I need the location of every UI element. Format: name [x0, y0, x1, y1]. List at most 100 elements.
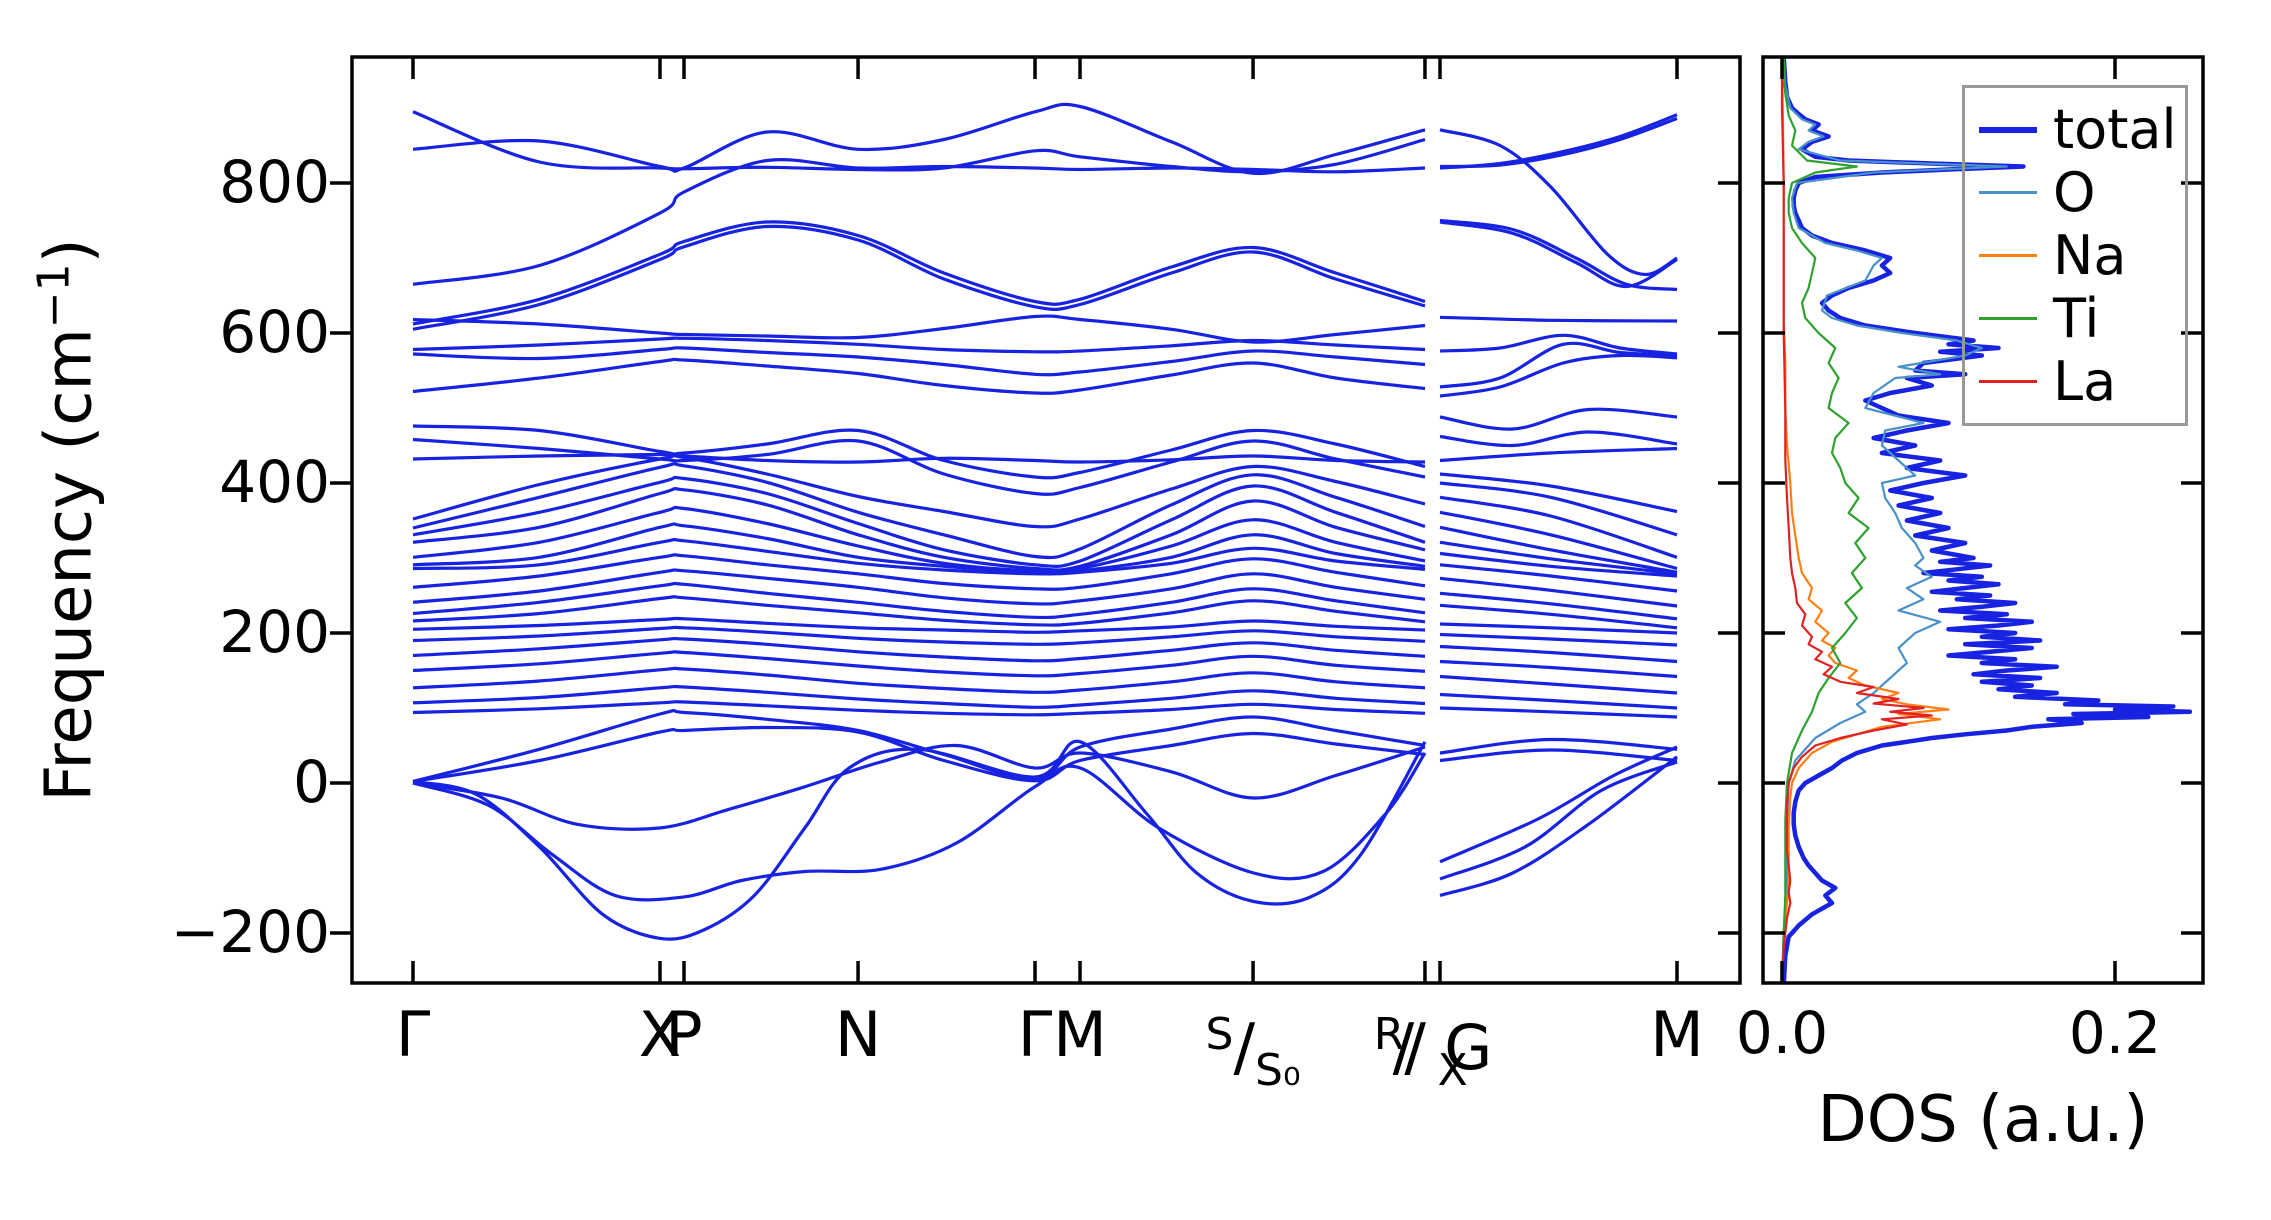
band-curve [412, 684, 1426, 709]
legend-line-o [1979, 191, 2037, 194]
band-curve-segment [1439, 446, 1678, 463]
y-tick-label: −200 [170, 897, 330, 966]
band-curve-segment [1439, 218, 1678, 292]
band-curve-segment [1439, 632, 1678, 647]
band-curve [412, 636, 1426, 663]
band-curve-segment [1439, 576, 1678, 608]
band-curve-segment [1439, 563, 1678, 593]
band-curve-segment [1439, 430, 1678, 448]
legend-label-o: O [2053, 160, 2096, 224]
band-curve [412, 752, 1427, 902]
kpoint-label: S/S₀ [1206, 1002, 1301, 1104]
band-curve-segment [1439, 341, 1678, 389]
band-curves [412, 102, 1678, 941]
band-curve [412, 314, 1426, 344]
y-axis-label-text: Frequency (cm [32, 328, 107, 802]
band-curve-segment [1439, 315, 1678, 323]
legend-item-o: O [1965, 165, 2185, 221]
band-curve-segment [1439, 706, 1678, 719]
band-curve [412, 625, 1426, 646]
band-curve-segment [1439, 407, 1678, 431]
legend-item-na: Na [1965, 228, 2185, 284]
legend-line-ti [1979, 317, 2037, 320]
legend-item-ti: Ti [1965, 291, 2185, 347]
band-curve-segment [1439, 481, 1678, 537]
legend-line-la [1979, 380, 2037, 383]
band-curve [412, 743, 1426, 831]
y-tick-label: 800 [219, 147, 330, 216]
band-curve-segment [1439, 525, 1678, 574]
band-curve-segment [1439, 591, 1678, 621]
band-curve-segment [1439, 692, 1678, 710]
kpoint-label: M [1650, 998, 1704, 1071]
band-curve [412, 739, 1427, 941]
band-curve [412, 666, 1426, 694]
kpoint-label: X [638, 998, 682, 1071]
dos-panel-spines [1761, 55, 2205, 985]
kpoint-label-part: R [1373, 1009, 1405, 1060]
legend-label-na: Na [2053, 223, 2127, 287]
kpoint-label-part: S₀ [1255, 1045, 1301, 1096]
band-curve [412, 220, 1426, 326]
band-curve-segment [1439, 603, 1678, 630]
band-curve [412, 110, 1426, 174]
band-curve [412, 102, 1426, 176]
dos-curve-Na [1780, 57, 1950, 983]
dos-tick-label: 0.2 [2068, 999, 2162, 1067]
band-curve [412, 452, 1426, 464]
band-curve-segment [1439, 333, 1678, 356]
legend-item-la: La [1965, 354, 2185, 410]
band-curve-segment [1439, 510, 1678, 571]
band-curve-segment [1439, 737, 1678, 755]
band-curve-segment [1439, 495, 1678, 559]
kpoint-label: Γ [395, 998, 431, 1071]
y-tick-label: 200 [219, 597, 330, 666]
band-curve [412, 709, 1426, 784]
band-curve-segment [1439, 745, 1678, 864]
kpoint-label-part: X [1437, 1045, 1468, 1096]
legend-label-la: La [2053, 349, 2117, 413]
band-curve [412, 437, 1426, 496]
dos-tick-label: 0.0 [1735, 999, 1829, 1067]
kpoint-label: R//XG [1374, 1002, 1493, 1104]
dos-curve-La [1780, 57, 1933, 983]
band-curve-segment [1439, 540, 1678, 576]
y-tick-label: 0 [293, 747, 330, 816]
dos-x-axis-label: DOS (a.u.) [1817, 1083, 2149, 1157]
band-curve-segment [1439, 116, 1678, 169]
legend-line-total [1979, 126, 2037, 133]
band-curve-segment [1439, 760, 1678, 881]
dos-legend: total O Na Ti La [1962, 85, 2188, 426]
band-curve [412, 568, 1426, 606]
band-curve-segment [1439, 748, 1678, 763]
band-curve [412, 224, 1426, 331]
band-curve [412, 522, 1426, 575]
kpoint-label-part: G [1444, 1011, 1493, 1084]
band-curve [412, 475, 1426, 568]
band-curve [412, 553, 1426, 591]
dos-curve-Ti [1780, 57, 1870, 983]
band-curve [412, 581, 1426, 620]
band-curve-segment [1439, 353, 1678, 398]
kpoint-label: Γ [1017, 998, 1053, 1071]
band-curve-segment [1439, 644, 1678, 664]
band-panel-spines [350, 55, 1742, 985]
dos-curve-O [1780, 57, 2008, 983]
y-tick-label: 400 [219, 447, 330, 516]
band-curve-segment [1439, 674, 1678, 695]
band-curve [412, 462, 1426, 560]
legend-item-total: total [1965, 102, 2185, 158]
band-curve [412, 486, 1426, 572]
band-curve [412, 537, 1426, 576]
band-curve-segment [1439, 659, 1678, 679]
legend-label-total: total [2053, 97, 2177, 161]
band-curve [412, 454, 1426, 529]
band-curve [412, 357, 1426, 395]
band-curve-segment [1439, 220, 1678, 289]
band-curve [412, 346, 1426, 377]
legend-line-na [1979, 254, 2037, 257]
kpoint-label: N [834, 998, 882, 1071]
y-tick-label: 600 [219, 297, 330, 366]
